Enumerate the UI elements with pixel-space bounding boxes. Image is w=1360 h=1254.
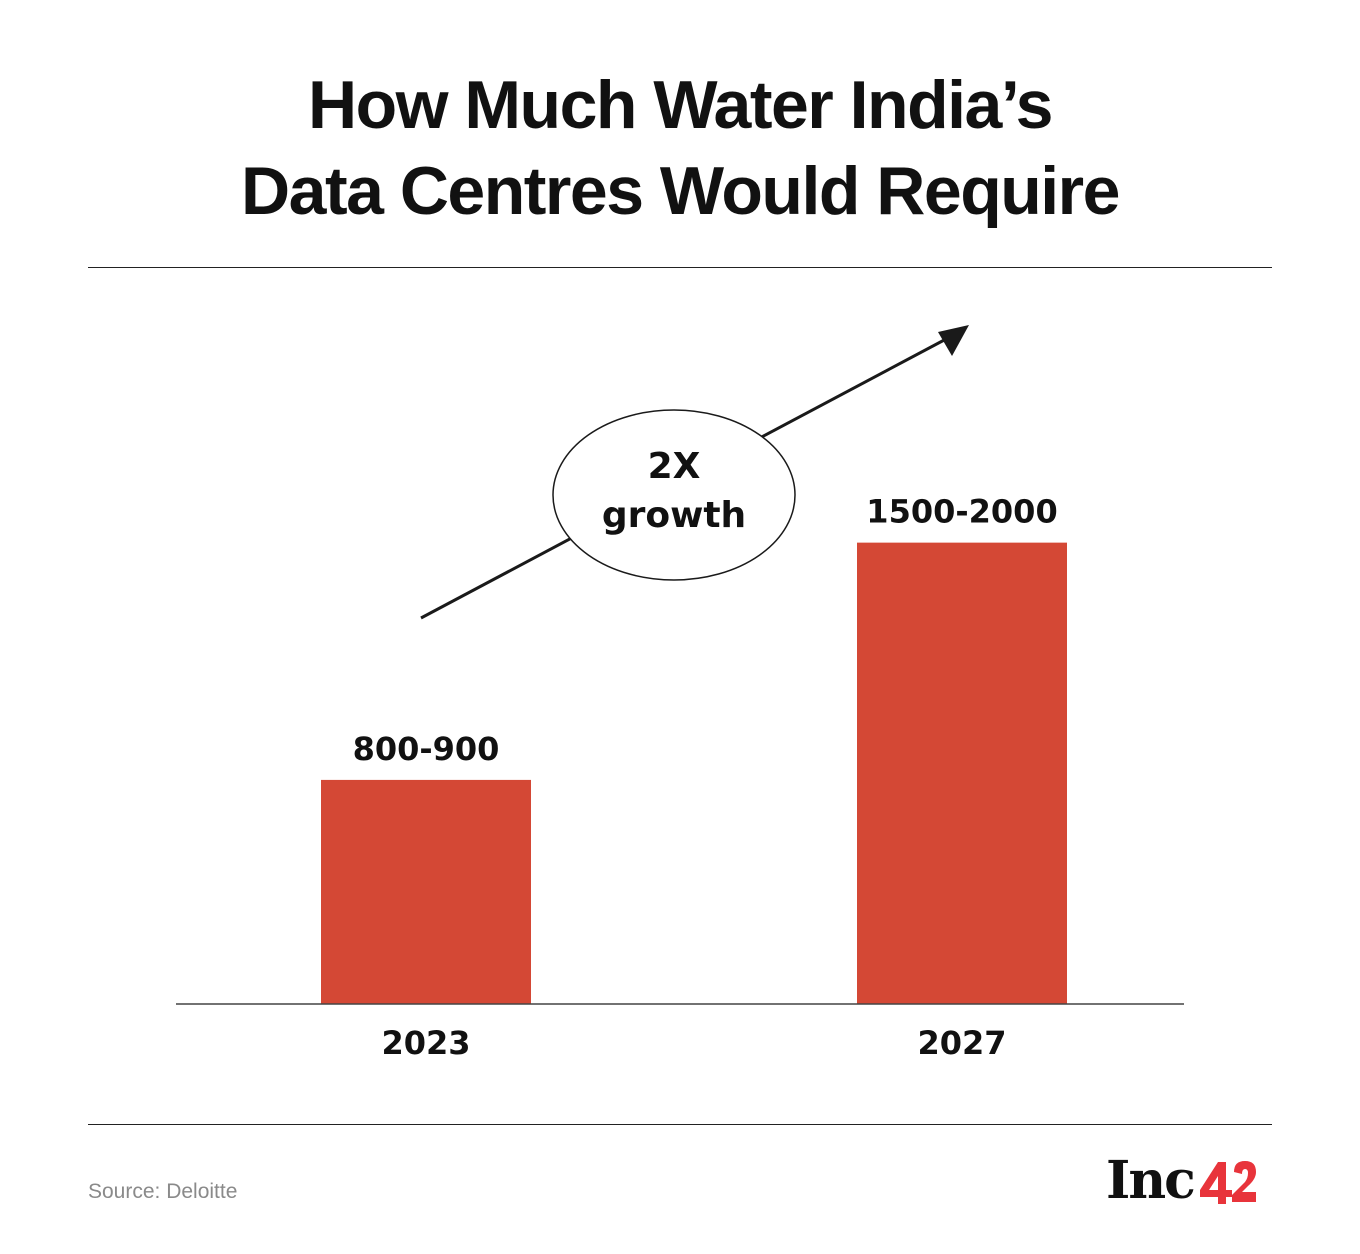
chart-title: How Much Water India’s Data Centres Woul… bbox=[0, 62, 1360, 234]
arrowhead-icon bbox=[938, 325, 969, 356]
inc42-logo: Inc bbox=[1106, 1150, 1258, 1214]
bar-2027 bbox=[857, 542, 1067, 1004]
title-line-1: How Much Water India’s bbox=[307, 67, 1054, 143]
source-note: Source: Deloitte bbox=[88, 1180, 238, 1203]
bar-2023 bbox=[321, 779, 531, 1004]
growth-label-line-1: 2X bbox=[648, 446, 701, 487]
title-line-2: Data Centres Would Require bbox=[241, 153, 1120, 229]
value-label-2027: 1500-2000 bbox=[866, 493, 1057, 531]
top-divider bbox=[88, 267, 1272, 268]
bottom-divider bbox=[88, 1124, 1272, 1125]
logo-text: Inc bbox=[1106, 1150, 1196, 1211]
growth-bubble bbox=[552, 409, 796, 581]
growth-label-line-2: growth bbox=[602, 495, 746, 536]
logo-42-icon bbox=[1199, 1160, 1256, 1204]
value-label-2023: 800-900 bbox=[353, 730, 500, 768]
labels-layer: 800-900 2023 1500-2000 2027 bbox=[353, 493, 1058, 1062]
x-tick-label-2023: 2023 bbox=[381, 1024, 470, 1062]
bars-layer bbox=[321, 542, 1067, 1004]
x-tick-label-2027: 2027 bbox=[917, 1024, 1006, 1062]
